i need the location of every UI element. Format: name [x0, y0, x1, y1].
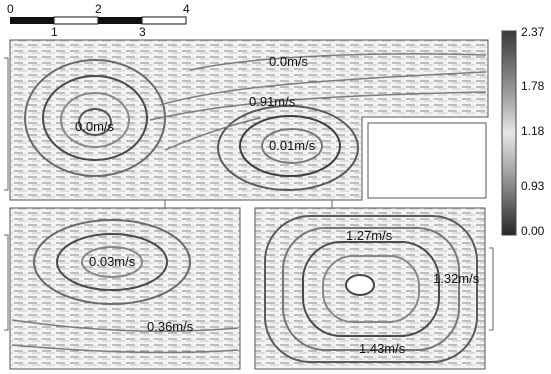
velocity-label-top-right: 0.0m/s	[269, 54, 309, 69]
vortex-bottom-left	[33, 219, 191, 305]
colorbar-tick-max: 2.37	[521, 25, 545, 39]
vortex-right	[217, 105, 359, 191]
vortex-left	[24, 59, 166, 177]
velocity-label-bl-outflow: 0.36m/s	[147, 319, 194, 334]
streamlines-bottom-left	[11, 319, 239, 354]
velocity-label-br-bottom: 1.43m/s	[359, 341, 406, 356]
colorbar-tick-3: 1.18	[521, 124, 545, 138]
panel-connectors	[4, 57, 494, 331]
scale-tick-4: 4	[183, 2, 190, 16]
velocity-label-shear: 0.91m/s	[249, 94, 296, 109]
panel-bottom-left: 0.03m/s 0.36m/s	[9, 207, 241, 370]
velocity-label-br-top: 1.27m/s	[346, 228, 393, 243]
panel-top: 0.0m/s 0.91m/s 0.0m/s 0.01m/s	[9, 39, 489, 201]
velocity-label-left-vortex: 0.0m/s	[75, 119, 115, 134]
shear-streamlines	[149, 53, 487, 151]
scale-tick-1: 1	[51, 25, 58, 39]
colorbar: 2.37 1.78 1.18 0.93 0.00	[501, 25, 545, 238]
scale-tick-3: 3	[139, 25, 146, 39]
colorbar-tick-2: 1.78	[521, 79, 545, 93]
velocity-label-br-right: 1.32m/s	[433, 271, 480, 286]
vortex-bottom-right	[264, 215, 478, 363]
colorbar-tick-min: 0.00	[521, 224, 545, 238]
velocity-label-bl-vortex: 0.03m/s	[89, 254, 136, 269]
scale-tick-0: 0	[7, 2, 14, 16]
colorbar-gradient	[501, 30, 517, 236]
scale-bar: 0 1 2 3 4	[7, 2, 190, 39]
colorbar-tick-4: 0.93	[521, 179, 545, 193]
velocity-label-right-vortex: 0.01m/s	[269, 138, 316, 153]
blank-region	[367, 122, 487, 199]
panel-bottom-right: 1.27m/s 1.32m/s 1.43m/s	[254, 207, 486, 370]
scale-tick-2: 2	[95, 2, 102, 16]
